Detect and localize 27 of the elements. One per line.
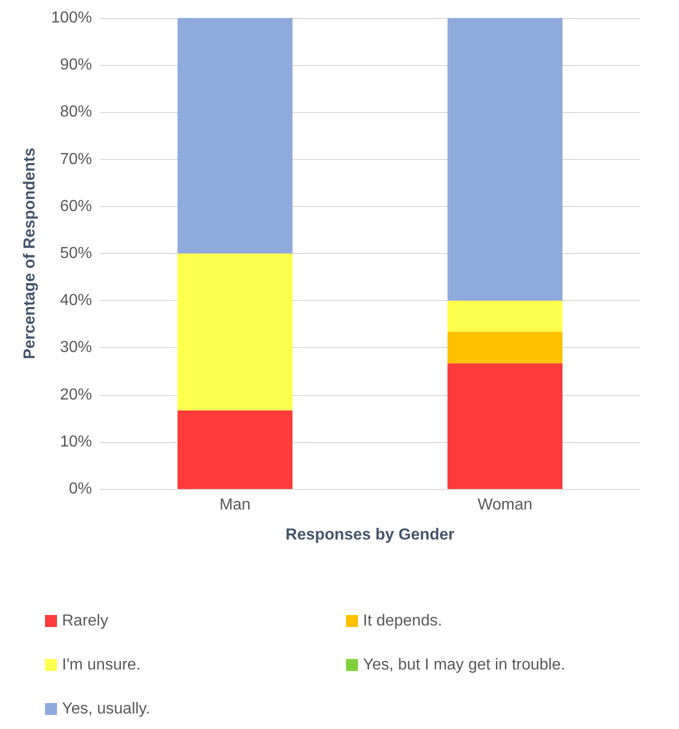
y-tick-label: 70% xyxy=(60,150,92,168)
bar xyxy=(178,18,292,254)
y-tick-label: 90% xyxy=(60,56,92,74)
legend-label: Rarely xyxy=(62,612,108,630)
bar xyxy=(178,254,292,410)
y-tick-label: 100% xyxy=(51,10,92,26)
legend-label: I'm unsure. xyxy=(62,656,141,674)
x-tick-label: Man xyxy=(219,496,251,514)
y-tick-label: 50% xyxy=(60,245,92,262)
bar xyxy=(448,332,562,364)
x-axis-title: Responses by Gender xyxy=(286,526,454,544)
bar xyxy=(448,18,562,301)
y-tick-label: 80% xyxy=(60,104,92,121)
x-tick-label: Woman xyxy=(478,496,532,514)
bar xyxy=(448,300,562,332)
y-axis-title: Percentage of Respondents xyxy=(22,148,38,360)
y-tick-label: 0% xyxy=(68,480,92,498)
bar xyxy=(448,363,562,489)
legend-label: Yes, but I may get in trouble. xyxy=(363,656,566,674)
y-tick-label: 20% xyxy=(60,386,92,404)
y-tick-label: 40% xyxy=(60,292,92,310)
y-tick-label: 30% xyxy=(60,339,92,356)
bar xyxy=(178,410,292,489)
legend-label: It depends. xyxy=(363,612,442,630)
y-tick-label: 60% xyxy=(60,198,92,215)
y-tick-label: 10% xyxy=(60,433,92,450)
legend-label: Yes, usually. xyxy=(62,700,150,718)
